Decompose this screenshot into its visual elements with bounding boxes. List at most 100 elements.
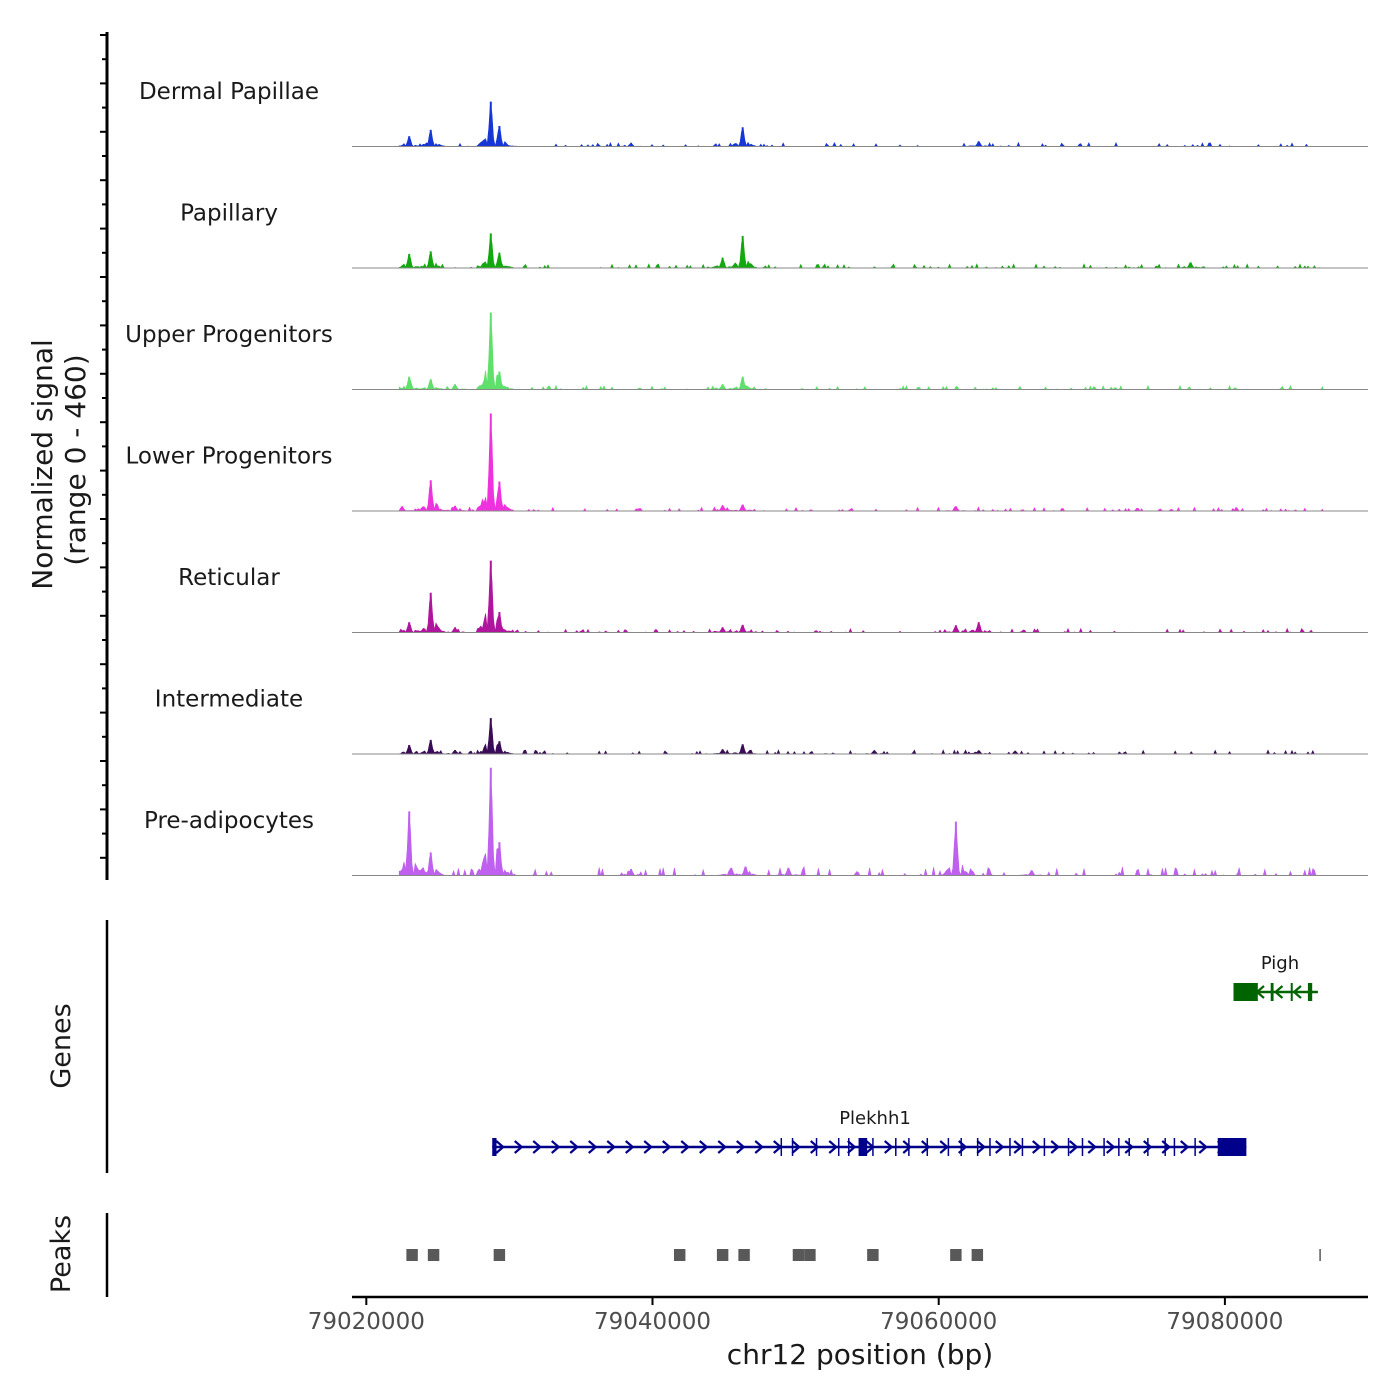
peak-region [493, 1249, 506, 1261]
exon-block [1233, 983, 1258, 1001]
strand-arrow [1273, 985, 1284, 999]
strand-arrow [828, 1140, 838, 1154]
strand-arrow [1032, 1140, 1042, 1154]
coverage-signal-area [398, 719, 1324, 755]
strand-arrow [939, 1140, 949, 1154]
strand-arrow [495, 1140, 505, 1154]
strand-arrow [884, 1140, 894, 1154]
coverage-track: Pre-adipocytes [144, 767, 1368, 877]
strand-arrow [902, 1140, 912, 1154]
strand-arrow [1087, 1140, 1097, 1154]
strand-arrow [1198, 1140, 1208, 1154]
strand-arrow [1124, 1140, 1134, 1154]
coverage-track: Papillary [180, 201, 1368, 269]
strand-arrow [643, 1140, 653, 1154]
strand-arrow [680, 1140, 690, 1154]
coverage-signal-area [398, 416, 1324, 512]
coverage-track: Dermal Papillae [139, 79, 1368, 148]
strand-arrow [1069, 1140, 1079, 1154]
track-label: Lower Progenitors [126, 444, 333, 470]
strand-arrow [532, 1140, 542, 1154]
strand-arrow [921, 1140, 931, 1154]
peak-region [1319, 1249, 1321, 1261]
strand-arrow [736, 1140, 746, 1154]
x-tick-label: 79020000 [308, 1309, 425, 1335]
track-label: Dermal Papillae [139, 79, 319, 105]
coverage-signal-area [398, 234, 1324, 269]
strand-arrow [1013, 1140, 1023, 1154]
track-label: Papillary [180, 201, 278, 227]
peak-region [950, 1249, 962, 1261]
strand-arrow [791, 1140, 801, 1154]
exon-block [1217, 1138, 1247, 1156]
peak-region [867, 1249, 879, 1261]
strand-arrow [995, 1140, 1005, 1154]
exon-block [1307, 983, 1313, 1001]
track-label: Reticular [178, 565, 280, 591]
coverage-signal-area [398, 562, 1324, 634]
strand-arrow [625, 1140, 635, 1154]
x-axis-title: chr12 position (bp) [727, 1338, 993, 1371]
y-axis-title-line-2: (range 0 - 460) [59, 354, 92, 565]
peak-region [427, 1249, 440, 1261]
peak-regions [406, 1249, 1321, 1261]
coverage-track: Lower Progenitors [126, 413, 1368, 512]
gene-label: Plekhh1 [839, 1108, 911, 1129]
peak-region [971, 1249, 984, 1261]
strand-arrow [569, 1140, 579, 1154]
peaks-panel: Peaks [46, 1213, 1321, 1297]
peaks-panel-label: Peaks [46, 1215, 77, 1293]
strand-arrow [699, 1140, 709, 1154]
strand-arrow [1143, 1140, 1153, 1154]
x-tick-label: 79040000 [594, 1309, 711, 1335]
x-axis: 79020000 79040000 79060000 79080000 chr12 p… [308, 1295, 1368, 1371]
y-axis-title-line-1: Normalized signal [26, 339, 59, 590]
strand-arrow [514, 1140, 524, 1154]
gene-model: Pigh [1233, 953, 1318, 1001]
exon-block [1270, 983, 1274, 1001]
track-label: Intermediate [155, 687, 303, 713]
gene-models: Pigh Plekhh1 [492, 953, 1318, 1156]
peak-region [792, 1249, 805, 1261]
gene-model: Plekhh1 [492, 1108, 1247, 1156]
track-label: Upper Progenitors [125, 322, 333, 348]
strand-arrow [1106, 1140, 1116, 1154]
coverage-y-axis [100, 32, 109, 880]
coverage-track: Upper Progenitors [125, 312, 1368, 391]
strand-arrow [1050, 1140, 1060, 1154]
strand-arrow [588, 1140, 598, 1154]
strand-arrow [1292, 985, 1302, 999]
coverage-track: Reticular [178, 560, 1368, 634]
coverage-track: Intermediate [155, 687, 1368, 755]
strand-arrow [847, 1140, 857, 1154]
exon-block [492, 1138, 497, 1156]
peak-region [716, 1249, 729, 1261]
exon-block [858, 1138, 868, 1156]
strand-arrow [662, 1140, 672, 1154]
strand-arrow [1180, 1140, 1190, 1154]
genes-panel-label: Genes [46, 1003, 77, 1088]
peak-region [738, 1249, 750, 1261]
exon-block [1290, 983, 1293, 1001]
strand-arrow [717, 1140, 727, 1154]
x-tick-label: 79060000 [880, 1309, 997, 1335]
genes-panel: Genes Pigh Plekhh1 [46, 920, 1318, 1173]
track-label: Pre-adipocytes [144, 808, 314, 834]
strand-arrow [754, 1140, 764, 1154]
y-axis-title: Normalized signal (range 0 - 460) [26, 330, 92, 589]
strand-arrow [606, 1140, 616, 1154]
gene-label: Pigh [1261, 953, 1299, 974]
strand-arrow [551, 1140, 561, 1154]
coverage-tracks: Dermal Papillae Papillary Upper Progenitor… [125, 79, 1368, 877]
peak-region [673, 1249, 686, 1261]
x-tick-label: 79080000 [1166, 1309, 1283, 1335]
strand-arrow [976, 1140, 986, 1154]
strand-arrow [810, 1140, 820, 1154]
peak-region [406, 1249, 418, 1261]
coverage-signal-area [398, 771, 1324, 877]
coverage-axis-ticks [100, 34, 107, 859]
coverage-signal-area [398, 314, 1324, 391]
coverage-signal-area [398, 102, 1324, 148]
peak-region [804, 1249, 816, 1261]
